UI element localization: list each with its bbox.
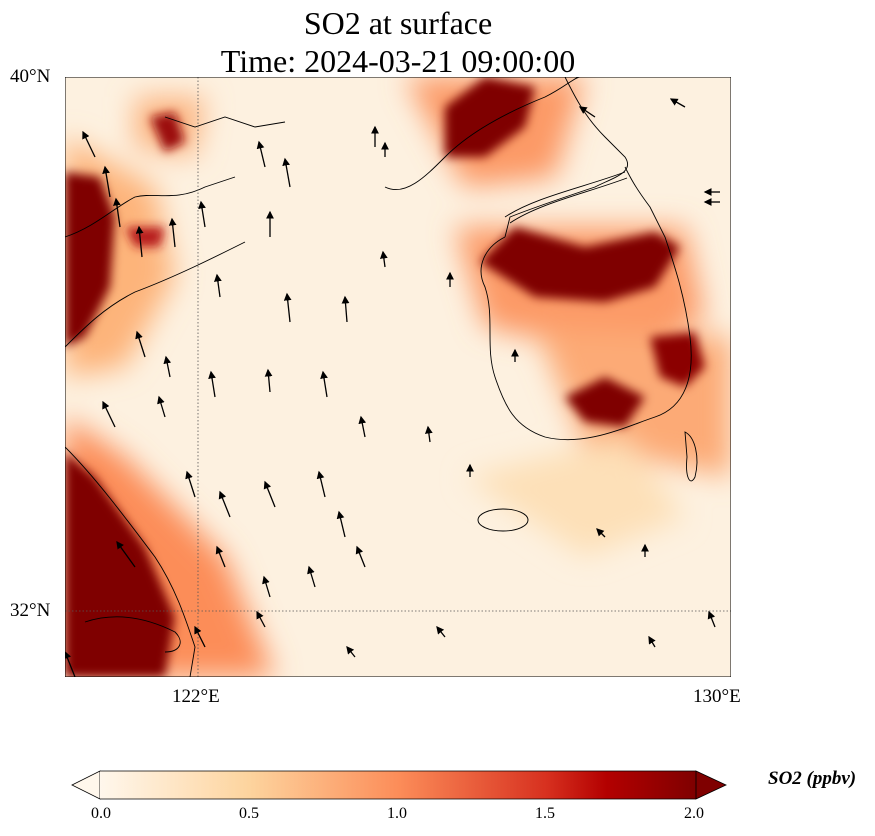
wind-arrow [82,130,96,158]
colorbar-tick: 2.0 [684,805,704,822]
wind-arrow [218,490,231,518]
wind-arrow [135,330,146,358]
wind-arrow [102,400,116,428]
wind-arrow [135,225,144,258]
wind-arrow [341,295,350,323]
wind-arrow [215,545,226,568]
wind-arrow [307,565,316,588]
wind-arrow [669,98,686,108]
wind-arrow [65,650,76,677]
colorbar-max-extend [695,770,727,800]
wind-arrow [256,140,266,168]
wind-arrow [262,575,271,598]
wind-arrow [168,217,177,248]
wind-arrow [256,610,266,628]
wind-arrow [264,368,273,393]
wind-vectors [65,98,720,677]
wind-arrow [707,610,716,628]
map-title: SO2 at surface [303,5,493,41]
wind-arrow [648,635,656,648]
wind-arrow [436,625,446,638]
lat-label-32n: 32°N [10,600,51,621]
wind-arrow [113,197,121,228]
wind-arrow [198,200,206,228]
colorbar-min-extend [71,770,101,800]
lon-label-122e: 122°E [172,686,220,707]
wind-arrow [379,250,388,268]
wind-arrow [194,625,206,648]
colorbar-gradient [100,771,696,799]
wind-arrow [214,273,222,298]
wind-arrow [163,355,172,378]
wind-arrow [116,540,136,568]
wind-arrow [316,470,326,498]
so2-map [65,77,731,677]
colorbar-tick: 1.5 [535,805,555,822]
wind-arrow [320,370,328,398]
gridlines [65,77,731,677]
wind-arrow [596,528,606,538]
wind-arrow [185,470,196,498]
wind-arrow [282,157,291,188]
map-time: Time: 2024-03-21 09:00:00 [220,43,576,79]
colorbar [71,770,727,800]
wind-arrow [346,645,356,658]
wind-arrow [578,106,596,118]
so2-hotspots [65,77,705,677]
colorbar-label: SO2 (ppbv) [768,768,857,789]
wind-arrow [424,425,433,443]
wind-arrow [208,370,216,398]
wind-arrow [102,165,111,198]
lon-label-130e: 130°E [693,686,741,707]
wind-arrow [263,480,276,508]
colorbar-tick: 0.0 [91,805,111,822]
wind-arrow [283,292,292,323]
wind-arrow [157,395,166,418]
wind-arrow [358,415,367,438]
wind-arrow [336,510,346,538]
wind-arrow [355,545,366,568]
colorbar-tick: 0.5 [239,805,259,822]
lat-label-40n: 40°N [10,66,51,87]
colorbar-tick: 1.0 [387,805,407,822]
